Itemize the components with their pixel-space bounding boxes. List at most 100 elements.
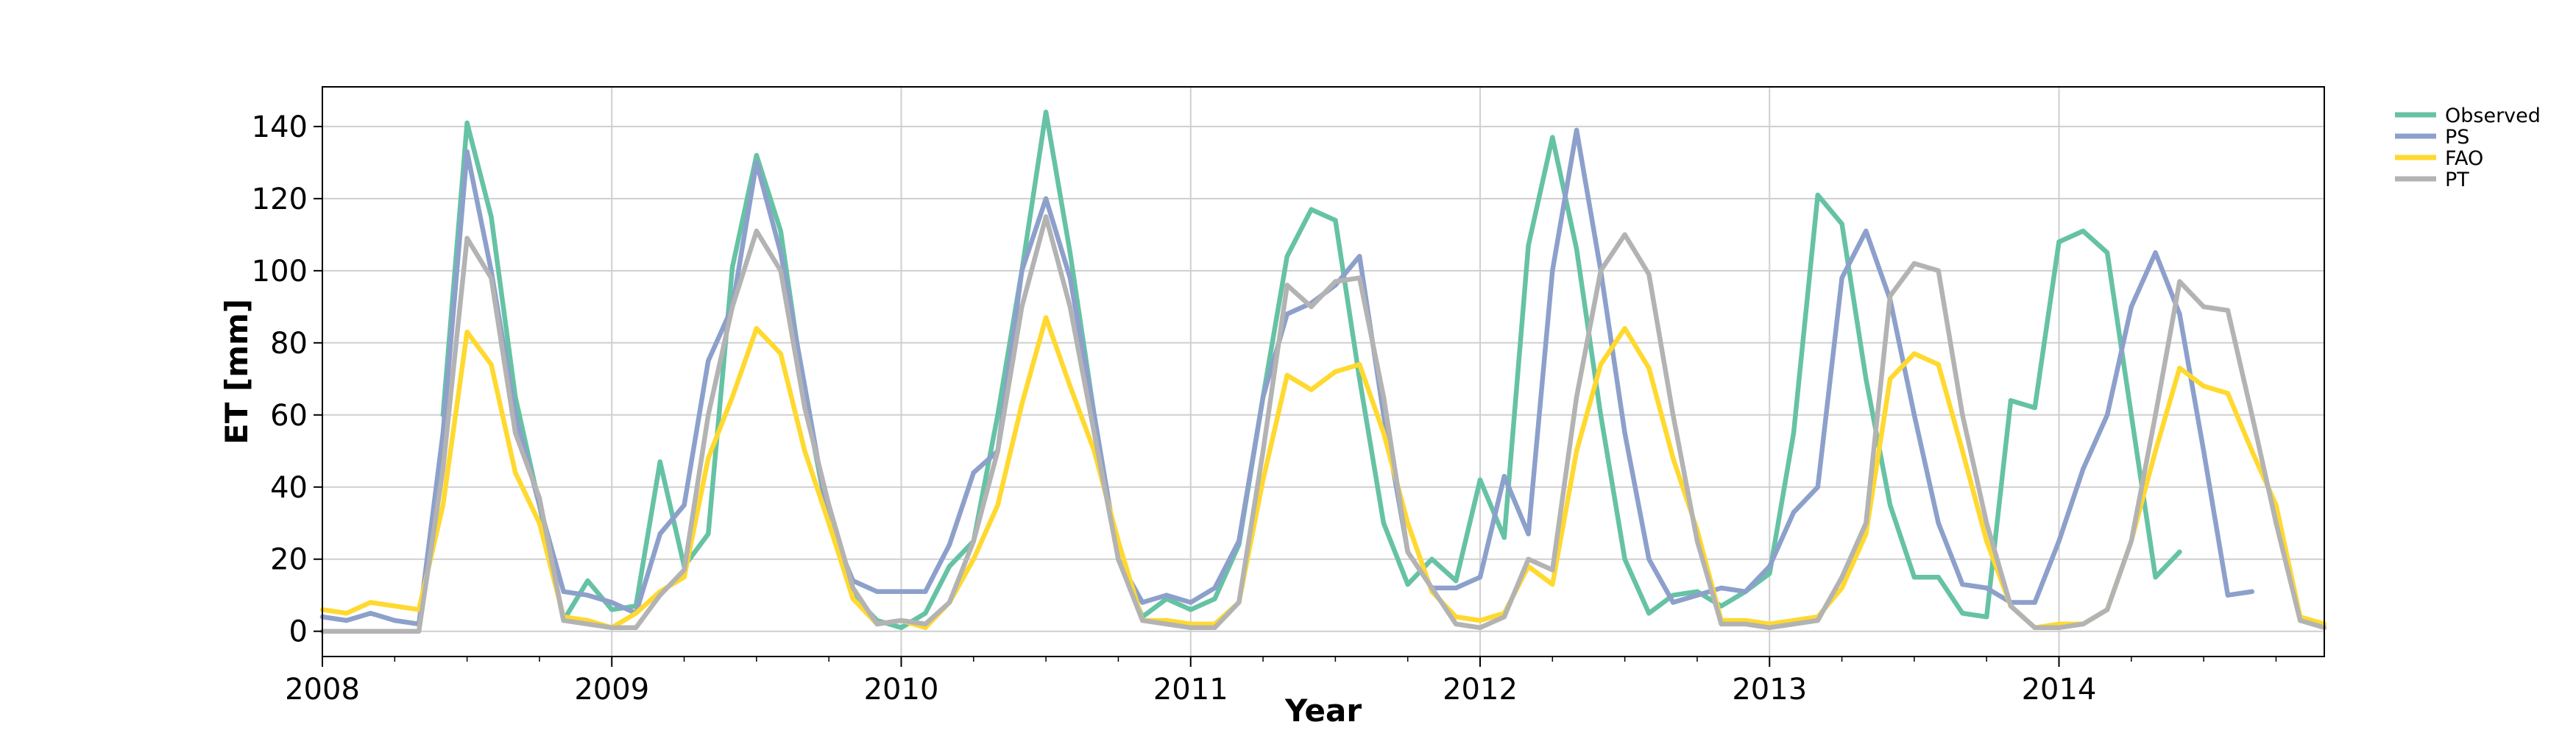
data-point: [1984, 614, 1989, 620]
data-point: [2081, 228, 2086, 234]
data-point: [946, 600, 952, 605]
data-point: [2225, 391, 2231, 396]
y-tick-label: 60: [270, 399, 308, 433]
data-point: [1984, 520, 1989, 526]
data-point: [657, 531, 662, 537]
data-point: [585, 578, 590, 584]
data-point: [1743, 618, 1748, 623]
data-point: [1815, 484, 1821, 489]
data-point: [368, 629, 373, 634]
data-point: [1405, 549, 1410, 555]
data-point: [2056, 625, 2062, 631]
data-point: [1405, 520, 1410, 526]
data-point: [1019, 401, 1025, 407]
data-point: [1864, 520, 1869, 526]
data-point: [778, 250, 783, 255]
data-point: [1429, 585, 1434, 591]
data-point: [923, 611, 928, 616]
data-point: [1960, 448, 1965, 453]
data-point: [1839, 221, 1844, 227]
data-point: [1333, 218, 1338, 223]
data-point: [1236, 539, 1242, 544]
x-tick-label: 2009: [574, 673, 649, 707]
data-point: [1574, 394, 1579, 400]
data-point: [1767, 564, 1772, 569]
data-point: [440, 467, 446, 472]
data-point: [2032, 625, 2037, 631]
data-point: [971, 470, 977, 475]
data-point: [2274, 520, 2279, 526]
data-point: [2129, 304, 2134, 310]
data-point: [2008, 604, 2014, 609]
data-point: [1116, 556, 1121, 562]
ticks: 0 20 40 60 80 100 120 140 2008 2009 2010 2011 2012 20…: [252, 110, 2277, 707]
data-point: [2153, 412, 2158, 417]
data-point: [344, 618, 349, 623]
data-point: [1043, 196, 1049, 202]
data-point: [2298, 618, 2303, 623]
data-point: [440, 503, 446, 508]
data-point: [1550, 581, 1555, 587]
data-point: [1791, 621, 1797, 627]
data-point: [1454, 578, 1459, 584]
data-point: [1381, 520, 1387, 526]
data-point: [1260, 394, 1266, 400]
data-point: [1019, 304, 1025, 310]
data-point: [1719, 621, 1724, 627]
data-point: [923, 621, 928, 627]
data-point: [464, 329, 470, 335]
data-point: [633, 625, 639, 631]
y-axis-label: ET [mm]: [219, 299, 255, 445]
y-tick-label: 120: [252, 183, 308, 216]
data-point: [2056, 239, 2062, 244]
data-point: [1284, 254, 1290, 259]
data-point: [1067, 383, 1073, 389]
data-point: [609, 607, 615, 612]
data-point: [1670, 600, 1676, 605]
data-point: [657, 592, 662, 598]
data-point: [706, 412, 711, 417]
data-point: [1646, 556, 1652, 562]
data-point: [874, 589, 880, 595]
data-point: [561, 618, 566, 623]
data-point: [850, 596, 856, 601]
data-point: [1091, 431, 1097, 436]
data-point: [1550, 567, 1555, 573]
data-point: [1309, 304, 1314, 310]
data-point: [2201, 383, 2207, 389]
data-point: [1622, 232, 1627, 238]
y-tick-label: 0: [289, 615, 308, 649]
data-point: [729, 304, 735, 310]
data-point: [971, 539, 977, 544]
data-point: [1164, 592, 1170, 598]
data-point: [1284, 372, 1290, 378]
data-point: [995, 503, 1000, 508]
data-point: [1477, 625, 1483, 631]
data-point: [778, 228, 783, 234]
series-layer: [319, 110, 2327, 634]
data-point: [1864, 228, 1869, 234]
data-point: [1936, 362, 1941, 367]
data-point: [1911, 261, 1917, 266]
data-point: [1887, 293, 1893, 299]
data-point: [1960, 412, 1965, 417]
data-point: [512, 470, 518, 475]
data-point: [826, 520, 832, 526]
data-point: [1984, 539, 1989, 544]
data-point: [1815, 192, 1821, 198]
data-point: [1984, 585, 1989, 591]
data-point: [1019, 268, 1025, 274]
data-point: [995, 412, 1000, 417]
data-point: [1164, 621, 1170, 627]
data-point: [1212, 585, 1217, 591]
data-point: [633, 611, 639, 616]
data-point: [1622, 326, 1627, 331]
data-point: [537, 495, 542, 500]
data-point: [1694, 539, 1700, 544]
plot-frame: [322, 86, 2325, 657]
legend-label: FAO: [2445, 147, 2483, 170]
data-point: [946, 542, 952, 548]
data-point: [706, 531, 711, 537]
data-point: [946, 564, 952, 569]
